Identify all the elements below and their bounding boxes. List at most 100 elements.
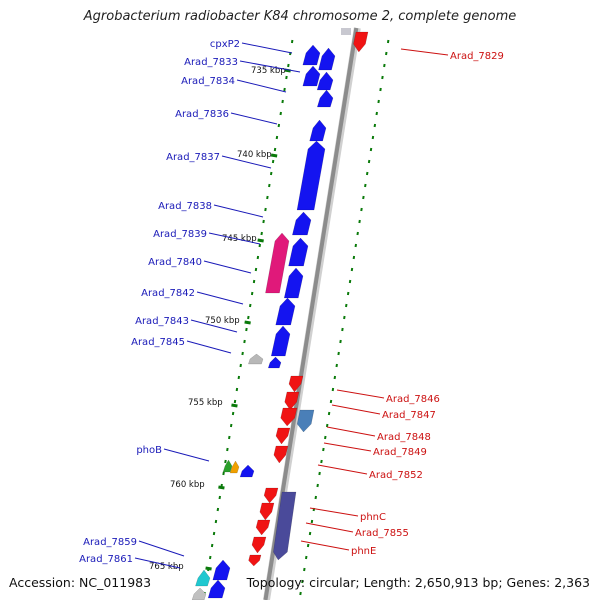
reverse-gene-arrow[interactable] <box>259 502 275 521</box>
label-leader-line <box>163 448 210 462</box>
gene-label[interactable]: phnC <box>360 512 386 523</box>
reverse-gene-arrow[interactable] <box>288 375 304 393</box>
gene-label[interactable]: phoB <box>136 445 162 456</box>
forward-gene-arrow[interactable] <box>292 211 312 236</box>
label-leader-line <box>241 42 293 54</box>
scale-tick-label: 740 kbp <box>237 150 272 160</box>
label-leader-line <box>138 540 185 557</box>
accession-text: Accession: NC_011983 <box>9 575 152 590</box>
label-leader-line <box>239 60 301 73</box>
gene-label[interactable]: Arad_7837 <box>166 152 220 163</box>
reverse-gene-arrow[interactable] <box>251 536 267 554</box>
label-leader-line <box>186 340 232 354</box>
forward-gene-arrow[interactable] <box>302 44 321 66</box>
reverse-gene-arrow[interactable] <box>284 391 300 411</box>
pseudo-gene-arrow[interactable] <box>248 353 264 365</box>
gene-label[interactable]: Arad_7861 <box>79 554 133 565</box>
scale-tick-label: 755 kbp <box>188 398 223 408</box>
reverse-gene-arrow[interactable] <box>255 519 271 536</box>
gene-label[interactable]: Arad_7846 <box>386 394 440 405</box>
indigo-gene-arrow[interactable] <box>273 491 297 561</box>
major-tick <box>205 566 212 571</box>
gene-label[interactable]: Arad_7852 <box>369 470 423 481</box>
rrna-gene-arrow[interactable] <box>265 232 290 294</box>
label-leader-line <box>326 426 376 437</box>
gene-label[interactable]: Arad_7840 <box>148 257 202 268</box>
forward-gene-arrow[interactable] <box>302 65 321 87</box>
label-leader-line <box>134 557 181 569</box>
forward-gene-arrow[interactable] <box>309 119 327 142</box>
gene-label[interactable]: Arad_7859 <box>83 537 137 548</box>
label-leader-line <box>305 522 354 533</box>
forward-gene-arrow[interactable] <box>270 325 291 357</box>
reverse-gene-arrow[interactable] <box>353 31 369 53</box>
gene-label[interactable]: Arad_7834 <box>181 76 235 87</box>
steel-gene-arrow[interactable] <box>296 409 315 433</box>
gene-label[interactable]: Arad_7842 <box>141 288 195 299</box>
scale-tick-label: 735 kbp <box>251 66 286 76</box>
gene-label[interactable]: Arad_7829 <box>450 51 504 62</box>
gene-label[interactable]: Arad_7843 <box>135 316 189 327</box>
scale-tick-label: 750 kbp <box>205 316 240 326</box>
label-leader-line <box>190 319 238 333</box>
scale-tick-label: 760 kbp <box>170 480 205 490</box>
major-tick <box>231 403 238 408</box>
genome-summary: Topology: circular; Length: 2,650,913 bp… <box>246 575 590 590</box>
label-leader-line <box>196 291 244 305</box>
scale-tick-label: 765 kbp <box>149 562 184 572</box>
label-leader-line <box>317 464 368 475</box>
gene-label[interactable]: Arad_7836 <box>175 109 229 120</box>
major-tick <box>218 485 225 490</box>
forward-gene-arrow[interactable] <box>212 559 231 581</box>
label-leader-line <box>331 404 381 415</box>
major-tick <box>244 320 251 325</box>
label-leader-line <box>230 112 278 125</box>
reverse-gene-arrow[interactable] <box>273 445 289 464</box>
gene-label[interactable]: Arad_7845 <box>131 337 185 348</box>
major-tick <box>270 153 278 158</box>
gene-label[interactable]: Arad_7839 <box>153 229 207 240</box>
forward-gene-arrow[interactable] <box>267 356 282 369</box>
reverse-gene-arrow[interactable] <box>280 407 298 427</box>
label-leader-line <box>400 48 449 56</box>
label-leader-line <box>336 389 385 399</box>
label-leader-line <box>236 79 287 93</box>
label-leader-line <box>323 442 372 452</box>
forward-gene-arrow[interactable] <box>283 267 304 299</box>
reverse-gene-arrow[interactable] <box>263 487 279 504</box>
forward-gene-arrow[interactable] <box>316 71 334 91</box>
gene-label[interactable]: Arad_7855 <box>355 528 409 539</box>
colored-gene-arrow[interactable] <box>229 460 240 474</box>
gene-label[interactable]: Arad_7849 <box>373 447 427 458</box>
gene-label[interactable]: Arad_7847 <box>382 410 436 421</box>
label-leader-line <box>300 540 350 551</box>
forward-gene-arrow[interactable] <box>296 140 326 211</box>
major-tick <box>257 238 264 243</box>
label-leader-line <box>203 260 252 274</box>
colored-gene-arrow[interactable] <box>222 459 233 473</box>
forward-gene-arrow[interactable] <box>207 579 226 599</box>
reverse-gene-arrow[interactable] <box>275 427 291 445</box>
gene-label[interactable]: phnE <box>351 546 376 557</box>
gene-label[interactable]: Arad_7848 <box>377 432 431 443</box>
forward-gene-arrow[interactable] <box>275 297 296 326</box>
forward-gene-arrow[interactable] <box>318 47 336 71</box>
pseudo-gene-arrow[interactable] <box>191 587 207 600</box>
scale-tick-label: 745 kbp <box>222 234 257 244</box>
cyan-gene-arrow[interactable] <box>195 569 211 587</box>
forward-gene-arrow[interactable] <box>239 464 255 478</box>
forward-gene-arrow[interactable] <box>316 89 334 108</box>
major-tick <box>284 68 291 73</box>
map-title: Agrobacterium radiobacter K84 chromosome… <box>83 9 517 24</box>
forward-gene-arrow[interactable] <box>288 237 309 267</box>
label-leader-line <box>208 232 261 245</box>
label-leader-line <box>213 204 264 218</box>
gene-label[interactable]: cpxP2 <box>210 39 240 50</box>
reverse-gene-arrow[interactable] <box>248 554 262 567</box>
gene-label[interactable]: Arad_7838 <box>158 201 212 212</box>
gene-label[interactable]: Arad_7833 <box>184 57 238 68</box>
partial-gene <box>341 28 351 35</box>
label-leader-line <box>221 155 272 169</box>
label-leader-line <box>309 507 359 517</box>
